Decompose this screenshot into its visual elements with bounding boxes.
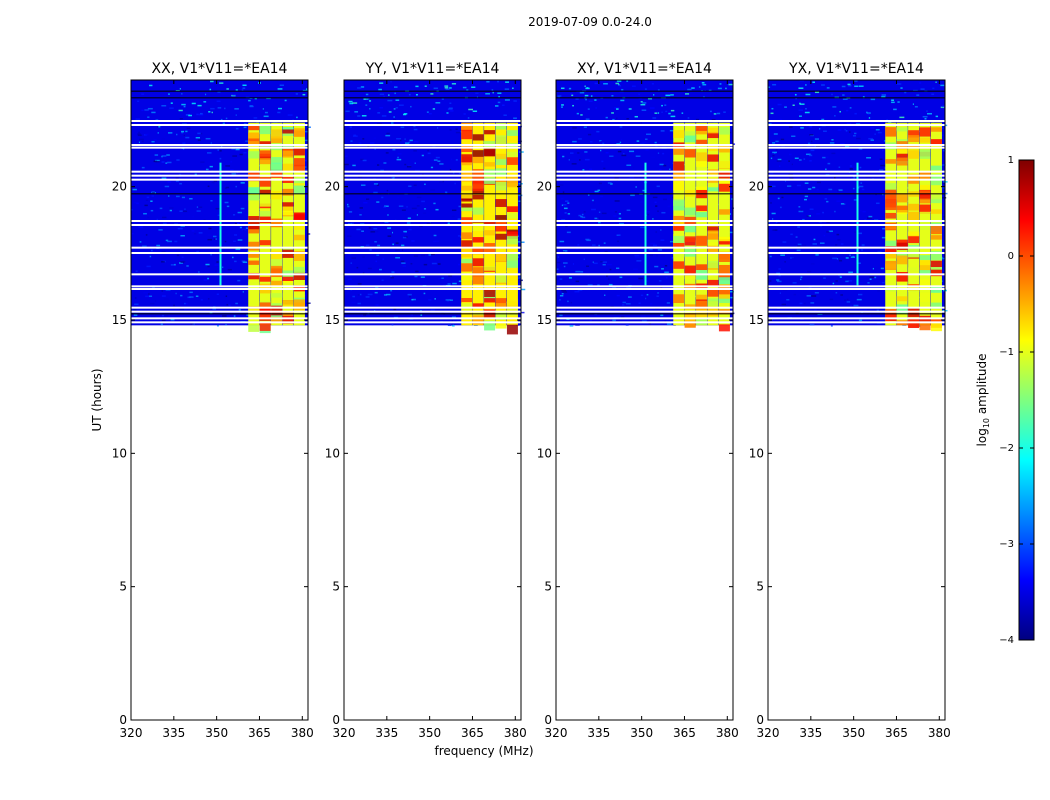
colorbar-tick-label: 1 bbox=[1008, 155, 1014, 166]
panel-2: XY, V1*V11=*EA14 320 335 350 365 380 0 5 10 15 20 bbox=[537, 61, 739, 740]
y-tick-label: 15 bbox=[325, 313, 340, 327]
y-tick-label: 15 bbox=[537, 313, 552, 327]
x-tick-label: 380 bbox=[928, 726, 951, 740]
x-tick-label: 380 bbox=[716, 726, 739, 740]
figure-suptitle: 2019-07-09 0.0-24.0 bbox=[528, 15, 652, 29]
y-tick-label: 15 bbox=[112, 313, 127, 327]
x-tick-label: 335 bbox=[375, 726, 398, 740]
x-tick-label: 335 bbox=[162, 726, 185, 740]
x-axis-label: frequency (MHz) bbox=[434, 744, 533, 758]
y-tick-label: 20 bbox=[537, 180, 552, 194]
panel-title: YY, V1*V11=*EA14 bbox=[365, 61, 500, 77]
x-tick-label: 350 bbox=[842, 726, 865, 740]
y-tick-label: 5 bbox=[756, 580, 764, 594]
panel-0: XX, V1*V11=*EA14 320 335 350 365 380 0 5 10 15 20 bbox=[112, 61, 314, 740]
x-tick-label: 335 bbox=[587, 726, 610, 740]
x-tick-label: 320 bbox=[757, 726, 780, 740]
y-tick-label: 5 bbox=[119, 580, 127, 594]
y-tick-label: 0 bbox=[756, 713, 764, 727]
x-tick-label: 350 bbox=[630, 726, 653, 740]
panel-frame bbox=[130, 79, 309, 721]
colorbar-tick-label: −1 bbox=[999, 347, 1014, 358]
y-tick-label: 10 bbox=[749, 446, 764, 460]
x-tick-label: 365 bbox=[673, 726, 696, 740]
colorbar-tick-label: −3 bbox=[999, 539, 1014, 550]
panel-1: YY, V1*V11=*EA14 320 335 350 365 380 0 5 10 15 20 bbox=[325, 61, 527, 740]
y-tick-label: 0 bbox=[119, 713, 127, 727]
panel-frame bbox=[767, 79, 946, 721]
colorbar-tick-label: −2 bbox=[999, 443, 1014, 454]
panel-frame bbox=[343, 79, 522, 721]
colorbar-label: log10 amplitude bbox=[975, 354, 991, 447]
y-tick-label: 5 bbox=[332, 580, 340, 594]
colorbar-tick-label: −4 bbox=[999, 635, 1014, 646]
y-tick-label: 15 bbox=[749, 313, 764, 327]
x-tick-label: 365 bbox=[461, 726, 484, 740]
y-tick-label: 10 bbox=[112, 446, 127, 460]
y-tick-label: 5 bbox=[544, 580, 552, 594]
x-tick-label: 320 bbox=[333, 726, 356, 740]
x-tick-label: 380 bbox=[291, 726, 314, 740]
x-tick-label: 335 bbox=[799, 726, 822, 740]
colorbar-tick-label: 0 bbox=[1008, 251, 1014, 262]
y-tick-label: 20 bbox=[112, 180, 127, 194]
panel-title: XX, V1*V11=*EA14 bbox=[152, 61, 288, 77]
y-tick-label: 10 bbox=[537, 446, 552, 460]
y-axis-label: UT (hours) bbox=[90, 368, 104, 431]
y-tick-label: 0 bbox=[332, 713, 340, 727]
x-tick-label: 350 bbox=[205, 726, 228, 740]
panel-frame bbox=[555, 79, 734, 721]
colorbar: 1 0 −1 −2 −3 −4 log10 amplitude bbox=[975, 155, 1035, 646]
x-tick-label: 365 bbox=[885, 726, 908, 740]
colorbar-gradient bbox=[1018, 159, 1035, 641]
x-tick-label: 380 bbox=[504, 726, 527, 740]
panel-title: XY, V1*V11=*EA14 bbox=[577, 61, 712, 77]
x-tick-label: 320 bbox=[545, 726, 568, 740]
panel-3: YX, V1*V11=*EA14 320 335 350 365 380 0 5 10 15 20 bbox=[749, 61, 951, 740]
x-tick-label: 365 bbox=[248, 726, 271, 740]
panel-title: YX, V1*V11=*EA14 bbox=[788, 61, 924, 77]
x-tick-label: 350 bbox=[418, 726, 441, 740]
x-tick-label: 320 bbox=[120, 726, 143, 740]
y-tick-label: 0 bbox=[544, 713, 552, 727]
y-tick-label: 20 bbox=[749, 180, 764, 194]
y-tick-label: 10 bbox=[325, 446, 340, 460]
y-tick-label: 20 bbox=[325, 180, 340, 194]
